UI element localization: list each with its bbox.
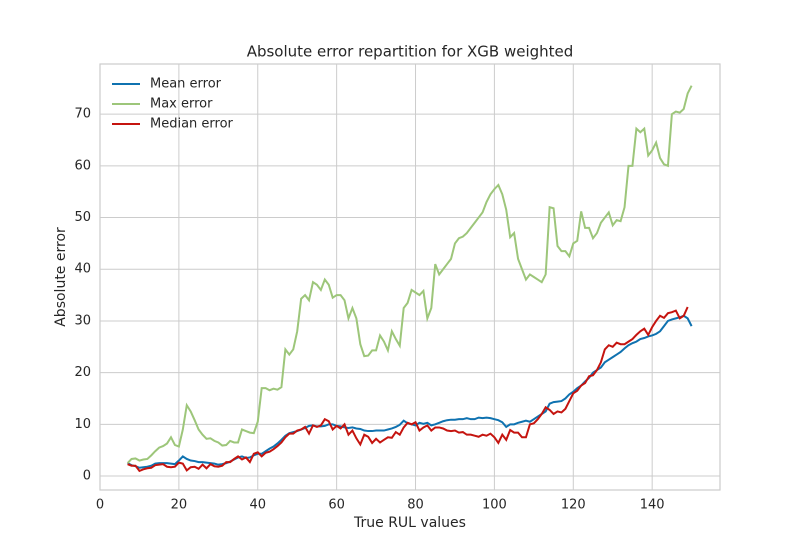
y-tick-label: 50 bbox=[74, 210, 91, 225]
axes-frame bbox=[99, 63, 721, 491]
legend-label: Mean error bbox=[150, 77, 222, 92]
x-tick-label: 140 bbox=[640, 498, 665, 513]
legend-label: Median error bbox=[150, 117, 234, 132]
y-axis-label: Absolute error bbox=[53, 227, 69, 327]
series-line bbox=[126, 85, 693, 464]
x-tick-label: 80 bbox=[407, 498, 424, 513]
y-tick-label: 70 bbox=[74, 107, 91, 122]
y-tick-label: 60 bbox=[74, 158, 91, 173]
series-line bbox=[127, 306, 689, 473]
x-tick-label: 0 bbox=[96, 498, 104, 513]
legend-label: Max error bbox=[150, 97, 213, 112]
x-tick-label: 60 bbox=[328, 498, 345, 513]
x-tick-label: 120 bbox=[561, 498, 586, 513]
chart-title: Absolute error repartition for XGB weigh… bbox=[247, 43, 574, 61]
y-tick-label: 30 bbox=[74, 313, 91, 328]
y-tick-label: 20 bbox=[74, 365, 91, 380]
x-tick-label: 40 bbox=[249, 498, 266, 513]
y-tick-label: 10 bbox=[74, 417, 91, 432]
x-tick-label: 100 bbox=[482, 498, 507, 513]
x-tick-label: 20 bbox=[171, 498, 188, 513]
y-tick-label: 40 bbox=[74, 262, 91, 277]
x-axis-label: True RUL values bbox=[353, 515, 466, 531]
y-tick-label: 0 bbox=[83, 469, 91, 484]
